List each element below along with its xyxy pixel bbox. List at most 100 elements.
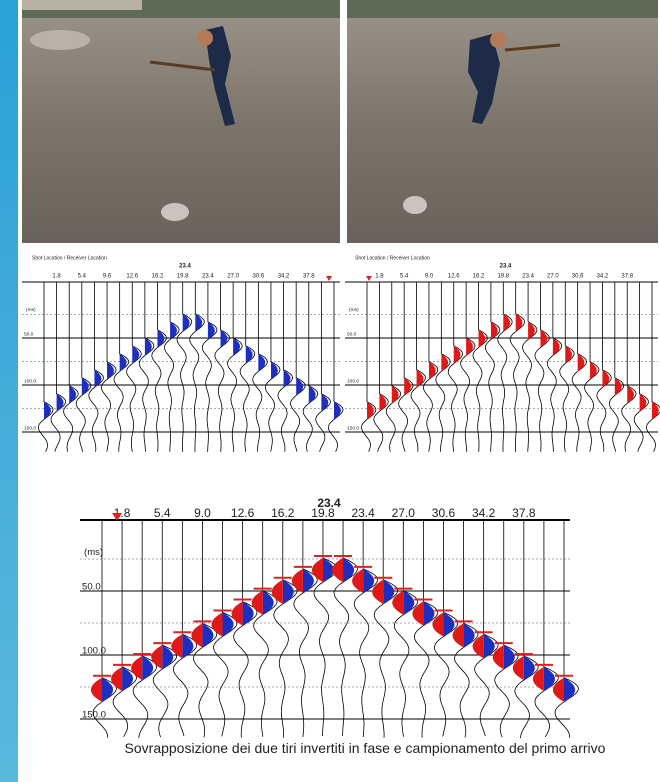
trace [274, 520, 297, 738]
trace [547, 282, 562, 452]
trace [202, 282, 217, 452]
trace [555, 520, 578, 738]
trace [234, 520, 257, 738]
wavelet-lobe [107, 362, 114, 380]
x-tick-label: 1.8 [52, 274, 61, 280]
trace [139, 282, 154, 452]
wavelet-lobe [132, 346, 139, 364]
trace [399, 282, 414, 452]
y-unit: (ms) [349, 307, 359, 313]
wavelet-lobe [221, 330, 228, 348]
wavelet-lobe [403, 591, 414, 615]
wavelet-lobe [170, 322, 177, 340]
x-tick-label: 34.2 [278, 274, 290, 280]
y-unit: (ms) [84, 547, 103, 558]
caption: Sovrapposizione dei due tiri invertiti i… [80, 740, 650, 757]
x-tick-label: 27.0 [227, 274, 239, 280]
wavelet-lobe [504, 645, 515, 669]
x-tick-label: 19.8 [497, 274, 509, 280]
wavelet-lobe [258, 354, 265, 372]
wavelet-lobe [191, 623, 202, 647]
trace [294, 520, 317, 737]
trace [164, 282, 179, 452]
trace [76, 282, 91, 452]
trace [473, 282, 487, 452]
trace [515, 520, 538, 738]
wavelet-lobe [82, 378, 89, 396]
wavelet-lobe [102, 678, 113, 702]
wavelet-lobe [296, 378, 303, 396]
wavelet-lobe [223, 612, 234, 636]
wavelet-lobe [565, 346, 572, 364]
trace [609, 282, 623, 452]
wavelet-lobe [283, 580, 294, 604]
x-tick-label: 9.0 [194, 506, 211, 520]
x-tick-label: 5.4 [78, 274, 87, 280]
wavelet-lobe [263, 591, 274, 615]
wavelet-lobe [652, 402, 659, 420]
wavelet-lobe [392, 386, 399, 404]
trace [361, 282, 376, 452]
wavelet-lobe [312, 558, 323, 582]
trace [386, 282, 401, 452]
wavelet-lobe [516, 314, 523, 332]
trace [354, 520, 377, 737]
slide: Shot Location / Receiver Location 23.4 1.8… [0, 0, 660, 782]
wavelet-lobe [131, 656, 142, 680]
trace [461, 282, 475, 452]
trace [38, 282, 53, 452]
x-tick-label: 23.4 [202, 274, 214, 280]
wavelet-lobe [243, 602, 254, 626]
wavelet-lobe [429, 362, 436, 380]
wavelet-lobe [590, 362, 597, 380]
wavelet-lobe [553, 338, 560, 356]
wavelet-lobe [183, 314, 190, 332]
x-tick-label: 12.6 [231, 506, 255, 520]
panel-header: Shot Location / Receiver Location [32, 255, 107, 261]
y-tick-label: 50.0 [24, 331, 34, 337]
x-tick-label: 5.4 [400, 274, 409, 280]
x-tick-label: 27.0 [392, 506, 416, 520]
wavelet-lobe [423, 602, 434, 626]
trace [152, 282, 167, 452]
x-tick-label: 5.4 [154, 506, 171, 520]
wavelet-lobe [120, 354, 127, 372]
trace [133, 520, 156, 738]
x-tick-label: 9.6 [103, 274, 112, 280]
y-unit: (ms) [26, 307, 36, 313]
wavelet-lobe [443, 612, 454, 636]
x-tick-label: 16.2 [271, 506, 295, 520]
x-tick-label: 16.2 [473, 274, 485, 280]
trace [51, 282, 66, 452]
wavelet-lobe [533, 667, 544, 691]
trace [646, 282, 660, 452]
wavelet-lobe [195, 314, 202, 332]
trace [485, 282, 499, 452]
trace [228, 282, 243, 452]
wavelet-lobe [272, 580, 283, 604]
wavelet-lobe [491, 322, 498, 340]
wavelet-lobe [528, 322, 535, 340]
trace [475, 520, 498, 736]
x-tick-label: 19.8 [177, 274, 189, 280]
wavelet-lobe [367, 402, 374, 420]
wavelet-lobe [246, 346, 253, 364]
trace [374, 282, 389, 452]
x-tick-label: 1.8 [375, 274, 384, 280]
trace [597, 282, 611, 452]
center-label: 23.4 [179, 264, 191, 270]
wavelet-lobe [208, 322, 215, 340]
wavelet-lobe [503, 314, 510, 332]
trace [411, 282, 426, 452]
page: Shot Location / Receiver Location 23.4 1.8… [0, 0, 660, 782]
wavelet-lobe [309, 386, 316, 404]
wavelet-lobe [493, 645, 504, 669]
y-tick-label: 150.0 [24, 425, 36, 431]
panel-header: Shot Location / Receiver Location [355, 255, 430, 261]
trace [560, 282, 575, 452]
x-tick-label: 30.6 [572, 274, 584, 280]
wavelet-lobe [151, 645, 162, 669]
wavelet-lobe [271, 362, 278, 380]
wavelet-lobe [615, 378, 622, 396]
trace [177, 282, 192, 452]
